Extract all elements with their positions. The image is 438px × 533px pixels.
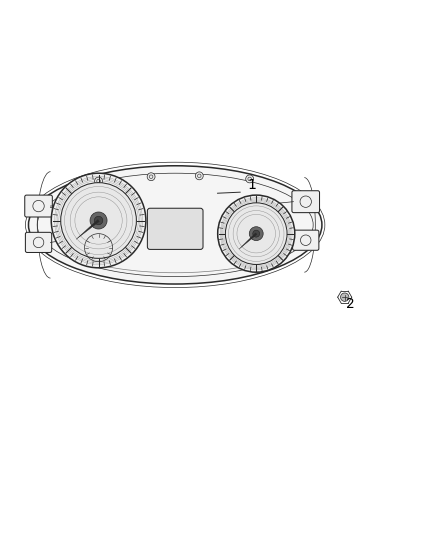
Circle shape <box>51 173 146 268</box>
Ellipse shape <box>28 166 322 284</box>
FancyBboxPatch shape <box>25 195 53 217</box>
Circle shape <box>94 216 103 225</box>
Circle shape <box>90 212 107 229</box>
FancyBboxPatch shape <box>292 191 320 213</box>
FancyBboxPatch shape <box>147 208 203 249</box>
FancyBboxPatch shape <box>25 232 52 253</box>
Circle shape <box>226 203 287 264</box>
Circle shape <box>195 172 203 180</box>
Circle shape <box>218 195 295 272</box>
Circle shape <box>147 173 155 181</box>
Circle shape <box>253 230 260 237</box>
Circle shape <box>249 227 263 240</box>
Circle shape <box>61 183 136 259</box>
Text: 2: 2 <box>346 297 355 311</box>
Circle shape <box>246 175 254 183</box>
FancyBboxPatch shape <box>293 230 319 251</box>
Circle shape <box>340 293 349 301</box>
Polygon shape <box>239 233 257 249</box>
Circle shape <box>95 177 102 185</box>
Text: 1: 1 <box>247 179 256 192</box>
Polygon shape <box>76 220 99 239</box>
